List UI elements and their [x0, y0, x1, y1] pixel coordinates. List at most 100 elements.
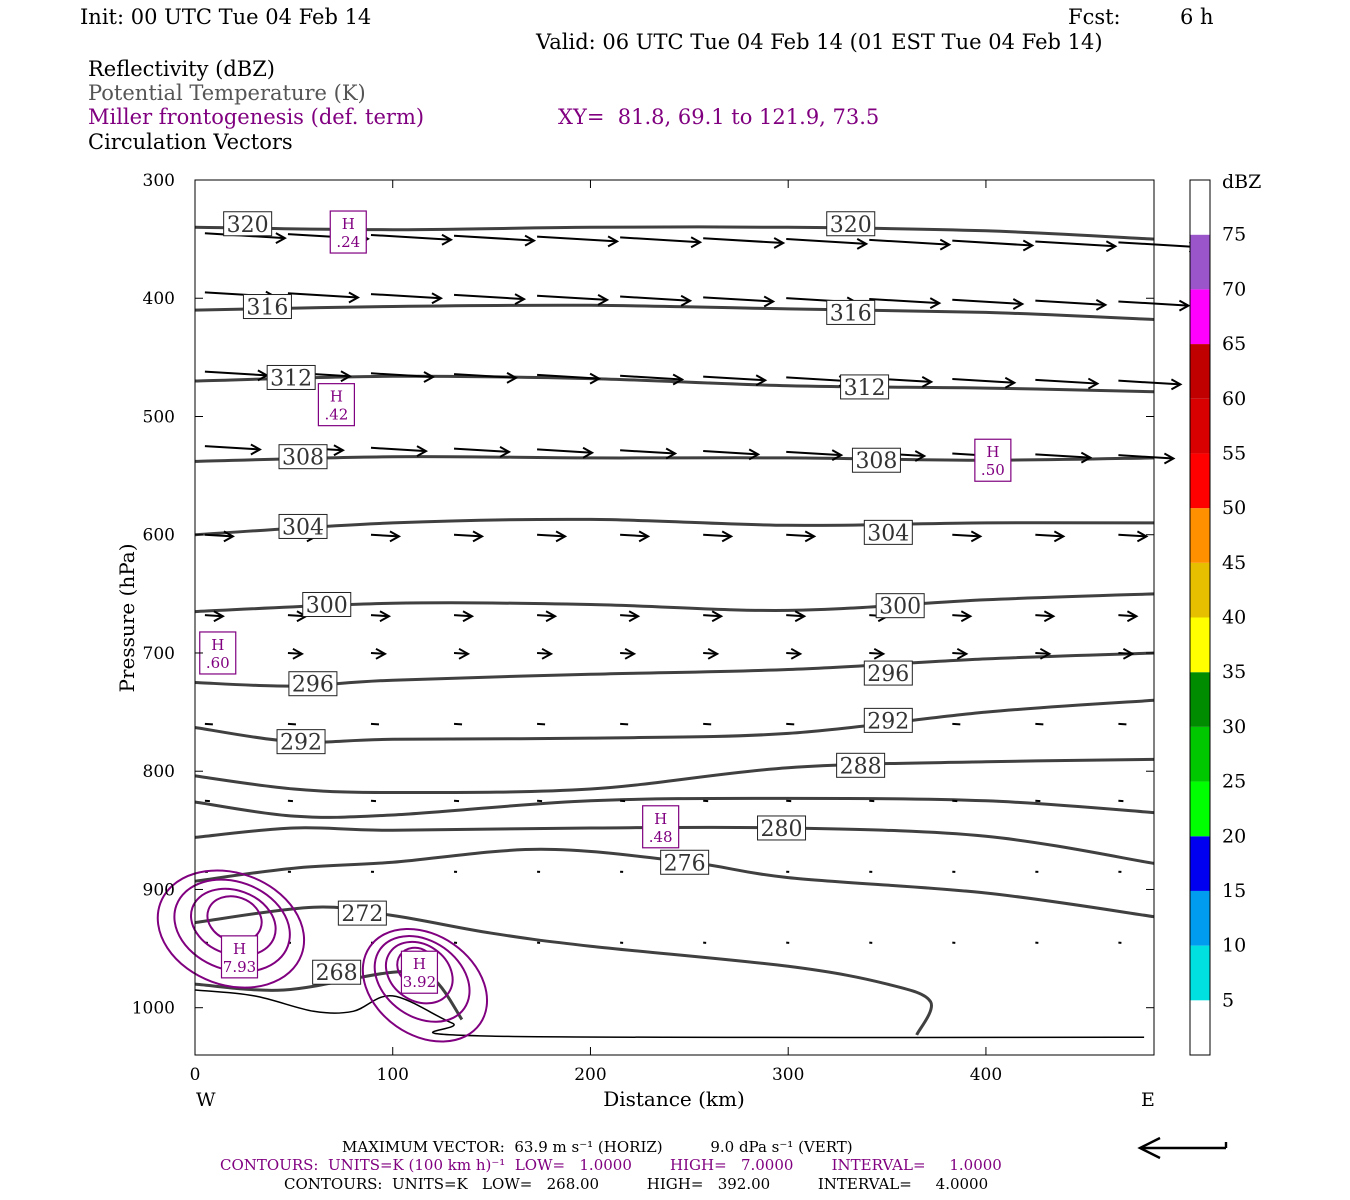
circulation-vector [1118, 454, 1174, 460]
isentrope-280 [194, 825, 1155, 865]
isentrope-296 [194, 651, 1155, 688]
vector-head [582, 446, 595, 459]
frontogenesis-high-box [974, 438, 1012, 482]
vector-head [831, 449, 844, 462]
vector-head [1170, 378, 1183, 391]
x-tick-label: 100 [377, 1065, 409, 1085]
frontogenesis-high-marker: H [211, 636, 224, 654]
circulation-vector [1035, 240, 1116, 248]
vector-head [275, 232, 287, 244]
vector-head [711, 610, 724, 623]
forecast-label: Fcst: [1068, 5, 1121, 29]
circulation-vector [869, 297, 940, 305]
isentrope-label: 292 [867, 709, 909, 734]
isentrope-label: 320 [227, 213, 269, 238]
terrain-line [194, 989, 1145, 1039]
init-time: Init: 00 UTC Tue 04 Feb 14 [80, 5, 372, 29]
frontogenesis-high-value: 3.92 [403, 973, 436, 991]
isentrope-276 [194, 847, 1155, 919]
isentrope-label: 276 [664, 851, 706, 876]
circulation-vector [370, 446, 427, 453]
vector-head [672, 373, 685, 386]
isentrope-304 [194, 517, 1155, 537]
circulation-vector [453, 614, 473, 618]
vector-head [597, 294, 610, 306]
y-axis-title: Pressure (hPa) [115, 544, 139, 693]
y-tick-label: 400 [143, 289, 175, 309]
x-end-left: W [196, 1089, 216, 1111]
isentrope-label: 300 [879, 595, 921, 620]
x-axis-title: Distance (km) [603, 1087, 745, 1111]
circulation-vector [453, 533, 483, 538]
circulation-vector [952, 651, 967, 655]
frontogenesis-high-box [400, 950, 439, 994]
circulation-vector [1118, 300, 1189, 307]
isentrope-label: 300 [306, 593, 348, 618]
colorbar-frame [1189, 179, 1211, 1056]
vector-head [506, 371, 519, 384]
circulation-vector [537, 235, 618, 243]
vector-head [960, 610, 973, 623]
isentrope-label-box [302, 591, 352, 617]
circulation-vector [869, 238, 950, 246]
colorbar-segment [1190, 344, 1210, 399]
circulation-vector [620, 295, 691, 302]
vector-head [956, 647, 969, 660]
frontogenesis-high-value: .42 [324, 406, 348, 424]
vector-head [499, 446, 512, 458]
colorbar-label: 15 [1222, 880, 1246, 902]
y-tick-label: 1000 [132, 999, 175, 1019]
colorbar-segment [1190, 180, 1210, 235]
circulation-vector [786, 614, 805, 618]
isentrope-284 [194, 796, 1155, 819]
circulation-vector [1118, 241, 1199, 249]
circulation-vector [952, 378, 1015, 384]
x-tick-label: 0 [190, 1065, 201, 1085]
vector-head [607, 235, 620, 248]
isentrope-272 [194, 905, 933, 1036]
frontogenesis-high-box [317, 383, 355, 427]
y-tick-label: 700 [143, 644, 175, 664]
circulation-vector [786, 651, 801, 655]
circulation-vector [1035, 614, 1054, 618]
theta-contour-note: CONTOURS: UNITS=K LOW= 268.00 HIGH= 392.… [284, 1175, 989, 1193]
isentrope-label: 316 [246, 296, 288, 321]
y-tick-label: 800 [143, 762, 175, 782]
colorbar-label: 45 [1222, 552, 1246, 574]
colorbar-label: 65 [1222, 333, 1246, 355]
circulation-vector [1118, 614, 1137, 618]
isentrope-label-box [278, 444, 328, 470]
isentrope-label: 288 [840, 754, 882, 779]
colorbar-segment [1190, 289, 1210, 345]
isentrope-label-box [223, 211, 273, 237]
isentrope-label: 312 [270, 366, 312, 391]
vector-head [1080, 451, 1093, 464]
vector-head [458, 647, 471, 660]
circulation-vector [1035, 533, 1064, 538]
circulation-vector [453, 373, 517, 379]
circulation-vector [287, 292, 358, 299]
vector-head [1105, 240, 1118, 253]
frontogenesis-high-marker: H [342, 215, 355, 233]
legend-reflectivity: Reflectivity (dBZ) [88, 57, 276, 81]
circulation-vector [620, 614, 639, 618]
isentrope-label-box [266, 364, 316, 390]
colorbar-segment [1190, 781, 1210, 837]
vector-head [748, 448, 761, 461]
vector-head [555, 530, 568, 543]
colorbar-label: 75 [1222, 224, 1246, 246]
vector-head [524, 234, 537, 247]
vector-head [416, 445, 429, 457]
vector-head [250, 443, 262, 456]
circulation-vector [537, 533, 566, 538]
isentrope-label-box [278, 513, 328, 539]
cross-section-endpoints: XY= 81.8, 69.1 to 121.9, 73.5 [558, 105, 880, 129]
circulation-vector [453, 447, 510, 453]
circulation-vector [370, 533, 400, 538]
circulation-vector [1035, 299, 1106, 306]
colorbar-segment [1190, 1000, 1210, 1055]
vector-head [628, 610, 641, 623]
colorbar-label: 10 [1222, 935, 1246, 957]
frontogenesis-contour [361, 927, 489, 1043]
